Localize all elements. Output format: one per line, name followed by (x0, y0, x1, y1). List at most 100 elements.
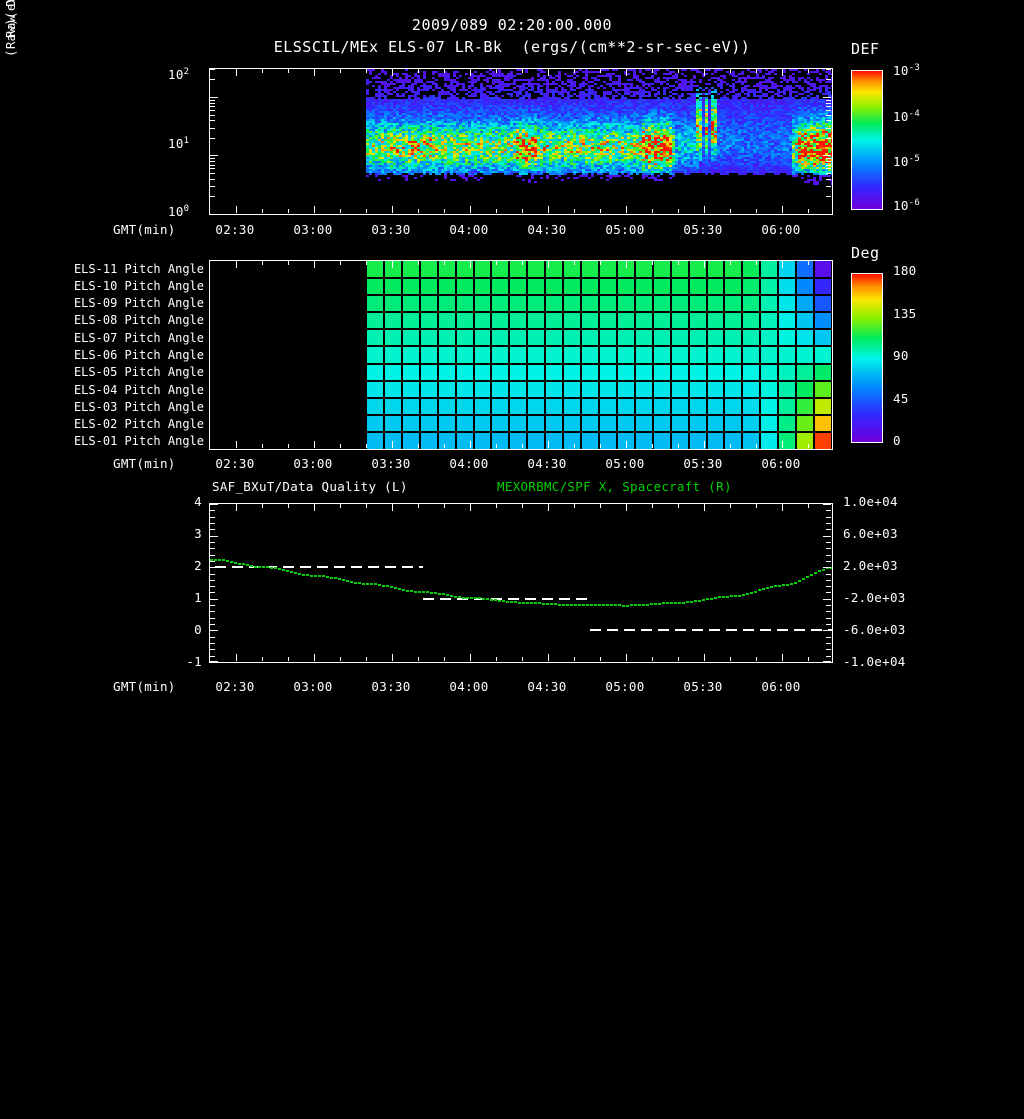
xtick-03-30: 03:30 (371, 456, 411, 471)
axis-tick (826, 656, 831, 657)
axis-tick (826, 523, 831, 524)
xtick-05-30: 05:30 (683, 456, 723, 471)
axis-tick (262, 444, 263, 448)
xtick-02-30: 02:30 (215, 222, 255, 237)
axis-tick (756, 504, 757, 508)
axis-tick (730, 261, 731, 265)
axis-tick (823, 97, 831, 98)
axis-tick (418, 261, 419, 265)
xtick-06-00: 06:00 (761, 456, 801, 471)
axis-tick (704, 654, 705, 661)
axis-tick (808, 444, 809, 448)
axis-tick (210, 561, 215, 562)
axis-tick (236, 504, 237, 511)
axis-tick (444, 261, 445, 265)
axis-tick (210, 138, 215, 139)
axis-tick (756, 657, 757, 661)
axis-tick (826, 196, 831, 197)
axis-tick (826, 106, 831, 107)
axis-tick (626, 504, 627, 511)
axis-tick (470, 261, 471, 268)
axis-tick (652, 504, 653, 508)
axis-tick (730, 504, 731, 508)
distance-ytick-5: -1.0e+04 (843, 654, 906, 669)
axis-tick (808, 209, 809, 213)
axis-tick (548, 261, 549, 268)
axis-tick (392, 441, 393, 448)
xtick-03-00: 03:00 (293, 679, 333, 694)
pitch-row-label-7: ELS-07 Pitch Angle (73, 330, 204, 345)
axis-tick (652, 444, 653, 448)
axis-tick (826, 517, 831, 518)
quality-axis-unit-label: (Raw) (3, 17, 18, 57)
pitch-row-label-9: ELS-09 Pitch Angle (73, 296, 204, 311)
axis-tick (826, 529, 831, 530)
axis-tick (826, 649, 831, 650)
axis-tick (600, 444, 601, 448)
xtick-04-30: 04:30 (527, 679, 567, 694)
def-colorbar[interactable] (851, 70, 883, 210)
axis-tick (600, 504, 601, 508)
deg-tick-45: 45 (893, 390, 909, 406)
axis-tick (808, 69, 809, 73)
axis-tick (826, 624, 831, 625)
axis-tick (678, 261, 679, 265)
axis-tick (808, 504, 809, 508)
axis-tick (826, 637, 831, 638)
electron-energy-spectrogram-panel[interactable] (209, 68, 833, 215)
deg-colorbar[interactable] (851, 273, 883, 443)
axis-tick (262, 504, 263, 508)
axis-tick (826, 643, 831, 644)
pitch-angle-panel[interactable] (209, 260, 833, 450)
axis-tick (826, 165, 831, 166)
axis-tick (600, 261, 601, 265)
axis-tick (826, 542, 831, 543)
axis-tick (210, 168, 215, 169)
axis-tick (340, 657, 341, 661)
axis-tick (288, 261, 289, 265)
def-tick-1e-4: 10-4 (893, 109, 921, 125)
axis-tick (548, 69, 549, 76)
axis-tick (210, 504, 218, 505)
axis-tick (826, 555, 831, 556)
axis-tick (678, 209, 679, 213)
axis-tick (210, 79, 215, 80)
xtick-06-00: 06:00 (761, 679, 801, 694)
plot-datetime-title: 2009/089 02:20:00.000 (411, 16, 613, 34)
axis-tick (236, 69, 237, 76)
axis-tick (730, 69, 731, 73)
axis-tick (826, 161, 831, 162)
distance-ytick-4: -6.0e+03 (843, 622, 906, 637)
axis-tick (730, 444, 731, 448)
axis-tick (210, 630, 218, 631)
axis-tick (418, 444, 419, 448)
xtick-03-30: 03:30 (371, 679, 411, 694)
axis-tick (366, 69, 367, 73)
def-colorbar-gradient (852, 71, 882, 209)
axis-tick (210, 656, 215, 657)
axis-tick (496, 209, 497, 213)
axis-tick (782, 441, 783, 448)
axis-tick (470, 654, 471, 661)
data-quality-panel[interactable] (209, 503, 833, 663)
axis-tick (652, 69, 653, 73)
axis-tick (808, 261, 809, 265)
axis-tick (210, 517, 215, 518)
axis-tick (823, 630, 831, 631)
axis-tick (210, 69, 215, 70)
axis-tick (652, 657, 653, 661)
axis-tick (210, 529, 215, 530)
axis-tick (210, 106, 215, 107)
axis-tick (366, 444, 367, 448)
axis-tick (366, 504, 367, 508)
axis-tick (730, 209, 731, 213)
axis-tick (470, 441, 471, 448)
panel3-title-left: SAF_BXuT/Data Quality (L) (212, 479, 408, 494)
axis-tick (826, 605, 831, 606)
xtick-04-30: 04:30 (527, 222, 567, 237)
axis-tick (678, 444, 679, 448)
axis-tick (236, 441, 237, 448)
axis-tick (496, 261, 497, 265)
axis-tick (826, 128, 831, 129)
axis-tick (340, 504, 341, 508)
